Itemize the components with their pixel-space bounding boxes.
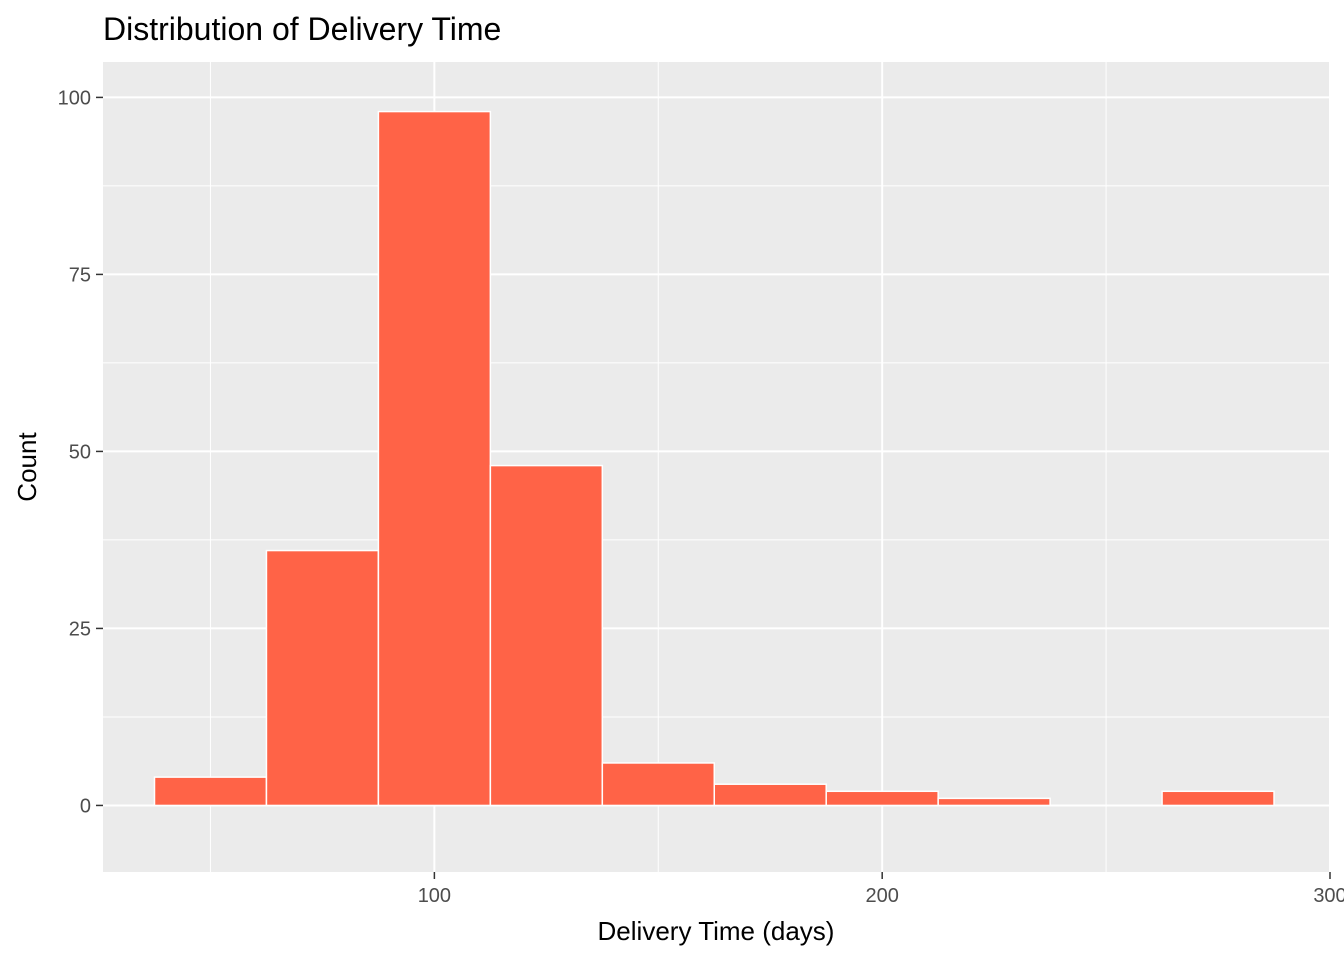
x-axis-label: Delivery Time (days)	[598, 916, 835, 946]
x-axis: 100 200 300	[418, 872, 1344, 907]
y-tick-label: 25	[69, 618, 91, 640]
histogram-bars	[153, 110, 1275, 807]
chart-title: Distribution of Delivery Time	[103, 11, 501, 47]
histogram-bar	[153, 776, 268, 807]
y-axis-label: Count	[12, 432, 42, 502]
y-axis: 0 25 50 75 100	[58, 87, 103, 817]
histogram-bar	[377, 110, 492, 807]
y-tick-label: 100	[58, 87, 91, 109]
histogram-bar	[713, 783, 827, 807]
histogram-bar	[825, 790, 939, 807]
x-tick-label: 200	[866, 885, 899, 907]
histogram-bar	[489, 464, 604, 807]
y-tick-label: 50	[69, 441, 91, 463]
y-tick-label: 75	[69, 264, 91, 286]
histogram-bar	[937, 797, 1051, 807]
x-tick-label: 100	[418, 885, 451, 907]
histogram-bar	[1161, 790, 1275, 807]
x-tick-label: 300	[1313, 885, 1344, 907]
histogram-bar	[265, 549, 380, 807]
y-tick-label: 0	[80, 795, 91, 817]
histogram-bar	[601, 762, 716, 807]
